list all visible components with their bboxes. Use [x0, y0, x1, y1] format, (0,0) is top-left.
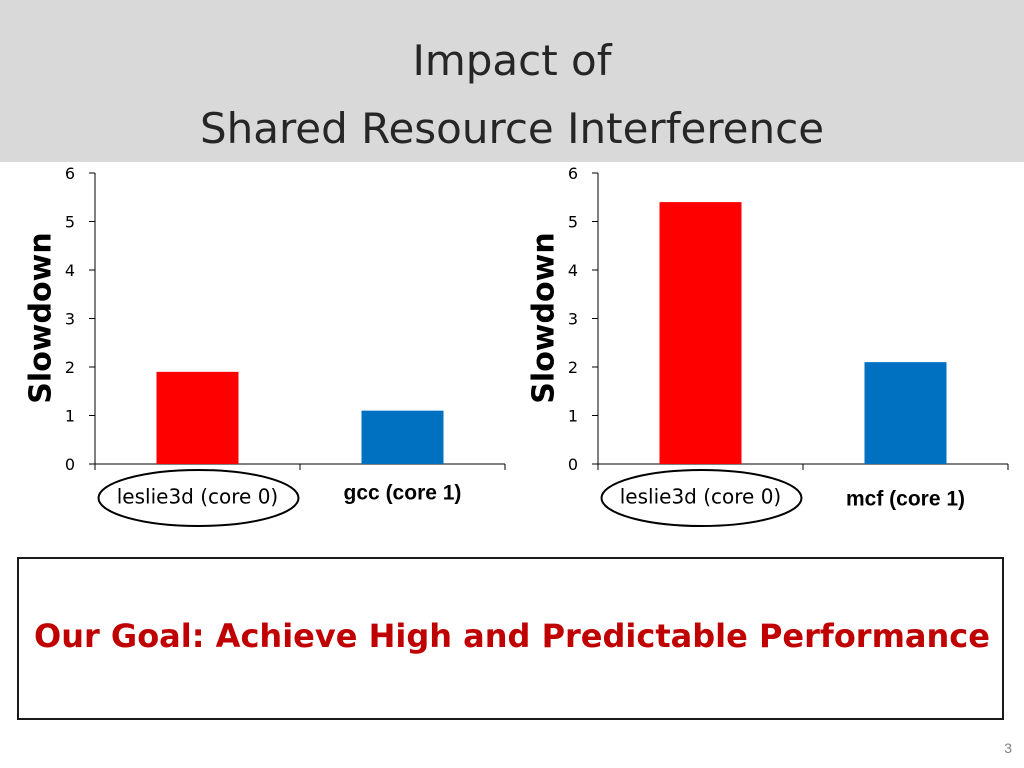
category-label: leslie3d (core 0)	[117, 485, 278, 509]
y-tick-label: 3	[568, 310, 578, 329]
y-tick-label: 6	[568, 164, 578, 183]
y-tick-label: 4	[568, 261, 578, 280]
y-tick-label: 2	[65, 358, 75, 377]
bar-core1	[361, 410, 444, 464]
goal-statement: Our Goal: Achieve High and Predictable P…	[34, 617, 990, 655]
y-tick-label: 1	[65, 407, 75, 426]
category-label: leslie3d (core 0)	[620, 485, 781, 509]
highlight-ellipse	[97, 469, 300, 527]
y-axis-title: Slowdown	[527, 232, 562, 403]
bar-core0	[659, 202, 742, 464]
y-tick-label: 1	[568, 407, 578, 426]
y-tick-label: 0	[568, 455, 578, 474]
y-tick-label: 4	[65, 261, 75, 280]
y-tick-label: 6	[65, 164, 75, 183]
y-axis-title: Slowdown	[24, 232, 59, 403]
bar-core1	[864, 362, 947, 464]
highlight-ellipse	[600, 469, 803, 527]
slide-title-line-2: Shared Resource Interference	[199, 104, 825, 153]
y-tick-label: 5	[568, 213, 578, 232]
category-label: gcc (core 1)	[344, 482, 462, 505]
y-tick-label: 3	[65, 310, 75, 329]
goal-box	[17, 557, 1004, 720]
category-label: mcf (core 1)	[846, 488, 965, 511]
slide-title-line-1: Impact of	[412, 36, 612, 85]
y-tick-label: 5	[65, 213, 75, 232]
title-banner	[0, 0, 1024, 162]
y-tick-label: 0	[65, 455, 75, 474]
bar-core0	[156, 371, 239, 464]
slide-number: 3	[1004, 740, 1012, 756]
y-tick-label: 2	[568, 358, 578, 377]
